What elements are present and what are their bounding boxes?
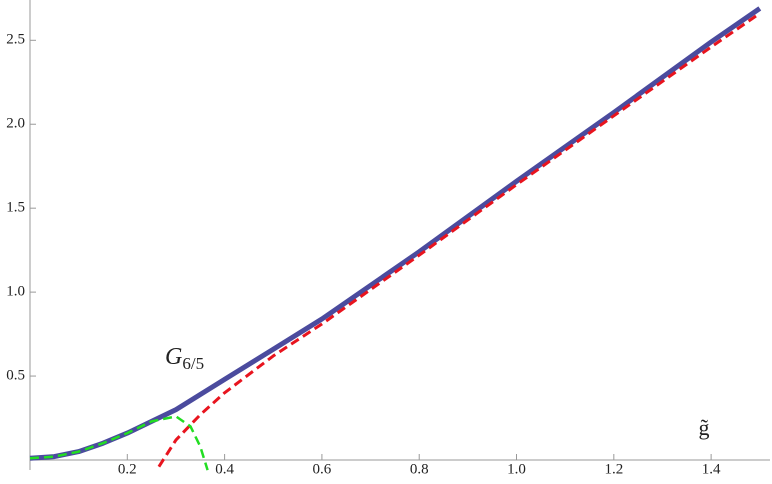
curve-label-sub: 6/5: [182, 354, 204, 373]
y-tick-label: 2.5: [6, 32, 25, 48]
y-tick-label: 0.5: [6, 367, 25, 383]
series-line: [29, 6, 762, 461]
x-tick-label: 0.8: [410, 461, 429, 477]
x-axis-label: g̃: [699, 415, 710, 440]
x-tick-label: 0.4: [215, 461, 234, 477]
x-tick-label: 0.2: [118, 461, 137, 477]
curve-label: G6/5: [165, 344, 204, 373]
series-line: [29, 415, 209, 471]
series-line: [157, 12, 761, 468]
x-tick-label: 0.6: [313, 461, 332, 477]
x-tick-label: 1.2: [604, 461, 623, 477]
y-tick-label: 2.0: [6, 116, 25, 132]
y-tick-label: 1.5: [6, 200, 25, 216]
x-tick-label: 1.0: [507, 461, 526, 477]
curve-label-main: G: [165, 344, 182, 370]
x-tick-label: 1.4: [702, 461, 721, 477]
y-tick-label: 1.0: [6, 284, 25, 300]
